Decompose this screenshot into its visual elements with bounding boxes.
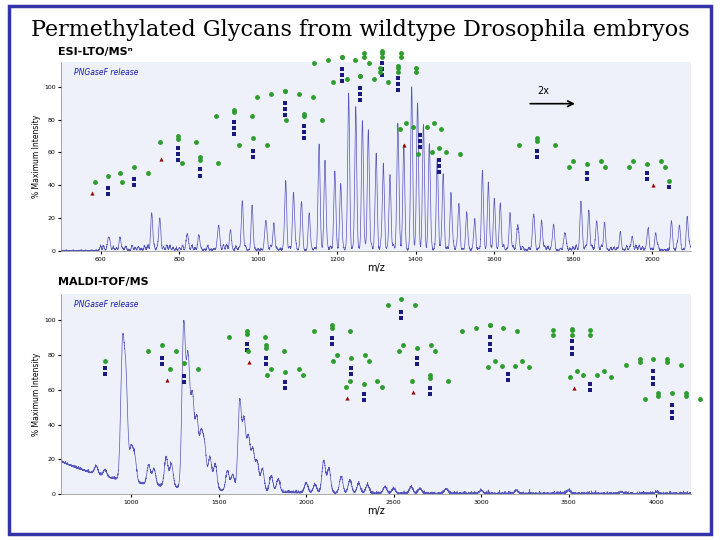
Text: ESI-LTO/MSⁿ: ESI-LTO/MSⁿ: [58, 47, 132, 57]
X-axis label: m/z: m/z: [367, 263, 385, 273]
X-axis label: m/z: m/z: [367, 506, 385, 516]
Text: 2x: 2x: [537, 86, 549, 96]
Text: PNGaseF release: PNGaseF release: [73, 300, 138, 309]
Y-axis label: % Maximum Intensity: % Maximum Intensity: [32, 115, 41, 198]
Y-axis label: % Maximum Intensity: % Maximum Intensity: [32, 353, 41, 436]
Text: PNGaseF release: PNGaseF release: [73, 68, 138, 77]
Text: Permethylated Glycans from wildtype Drosophila embryos: Permethylated Glycans from wildtype Dros…: [31, 19, 689, 41]
Text: MALDI-TOF/MS: MALDI-TOF/MS: [58, 277, 148, 287]
